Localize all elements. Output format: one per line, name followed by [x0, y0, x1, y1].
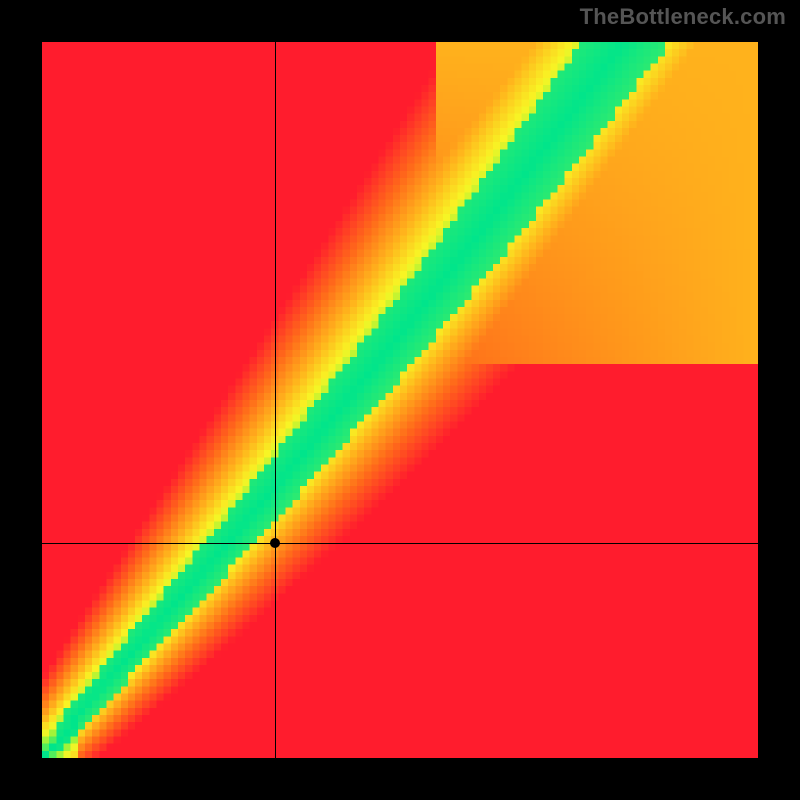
crosshair-horizontal — [42, 543, 758, 544]
selection-marker — [270, 538, 280, 548]
watermark-text: TheBottleneck.com — [580, 4, 786, 30]
chart-container: TheBottleneck.com — [0, 0, 800, 800]
crosshair-vertical — [275, 42, 276, 758]
bottleneck-heatmap — [42, 42, 758, 758]
